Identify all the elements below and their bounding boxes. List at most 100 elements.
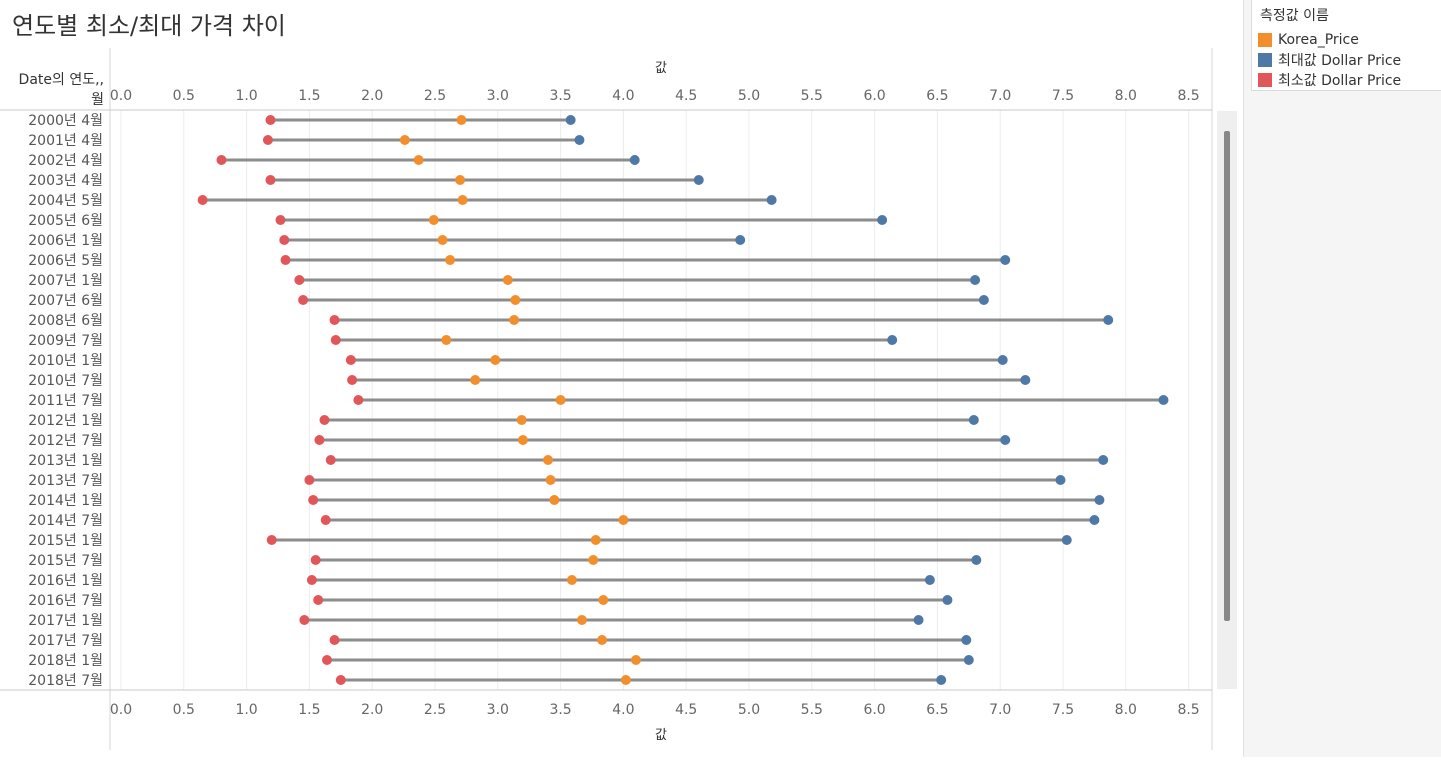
min-dollar-price-point — [298, 295, 309, 305]
row-label: 2008년 6월 — [28, 313, 103, 329]
x-tick-label-top: 6.5 — [926, 88, 948, 104]
legend-item-korea-price[interactable]: Korea_Price — [1258, 31, 1359, 49]
x-tick-label-bottom: 4.5 — [675, 702, 697, 718]
x-tick-label-top: 0.5 — [173, 88, 195, 104]
scroll-thumb[interactable] — [1224, 131, 1230, 621]
x-tick-label-bottom: 7.0 — [989, 702, 1011, 718]
min-dollar-price-point — [353, 395, 364, 405]
row-label: 2011년 7월 — [28, 393, 103, 409]
vertical-scrollbar[interactable] — [1217, 111, 1237, 689]
korea-price-point — [428, 215, 439, 225]
korea-price-point — [549, 495, 560, 505]
min-dollar-price-point — [304, 475, 315, 485]
x-tick-label-bottom: 8.5 — [1177, 702, 1199, 718]
x-tick-label-bottom: 2.0 — [361, 702, 383, 718]
min-dollar-price-point — [266, 535, 277, 545]
min-dollar-price-point — [306, 575, 317, 585]
row-label: 2014년 7월 — [28, 513, 103, 529]
row-label: 2017년 1월 — [28, 613, 103, 629]
x-tick-label-top: 1.0 — [235, 88, 257, 104]
korea-price-point — [516, 415, 527, 425]
max-dollar-price-point — [1000, 435, 1011, 445]
korea-price-point — [456, 115, 467, 125]
row-label: 2018년 1월 — [28, 653, 103, 669]
max-dollar-price-point — [936, 675, 947, 685]
x-tick-label-top: 1.5 — [298, 88, 320, 104]
korea-price-point — [555, 395, 566, 405]
max-dollar-price-point — [924, 575, 935, 585]
legend-swatch-korea — [1258, 33, 1272, 47]
row-label: 2001년 4월 — [28, 133, 103, 149]
korea-price-point — [502, 275, 513, 285]
row-label: 2014년 1월 — [28, 493, 103, 509]
min-dollar-price-point — [216, 155, 227, 165]
side-panel: 측정값 이름 Korea_Price 최대값 Dollar Price 최소값 … — [1243, 0, 1441, 757]
min-dollar-price-point — [262, 135, 273, 145]
korea-price-point — [576, 615, 587, 625]
korea-price-point — [457, 195, 468, 205]
row-label: 2006년 5월 — [28, 253, 103, 269]
max-dollar-price-point — [913, 615, 924, 625]
max-dollar-price-point — [877, 215, 888, 225]
legend-swatch-max — [1258, 53, 1272, 67]
korea-price-point — [517, 435, 528, 445]
dumbbell-chart: 값값0.00.00.50.51.01.01.51.52.02.02.52.53.… — [0, 48, 1213, 750]
row-label: 2012년 7월 — [28, 433, 103, 449]
min-dollar-price-point — [197, 195, 208, 205]
row-label: 2012년 1월 — [28, 413, 103, 429]
min-dollar-price-point — [335, 675, 346, 685]
row-label: 2007년 1월 — [28, 273, 103, 289]
legend-label: 최대값 Dollar Price — [1278, 53, 1402, 69]
x-tick-label-bottom: 0.5 — [173, 702, 195, 718]
korea-price-point — [470, 375, 481, 385]
legend-item-min-dollar-price[interactable]: 최소값 Dollar Price — [1258, 71, 1401, 89]
max-dollar-price-point — [963, 655, 974, 665]
max-dollar-price-point — [961, 635, 972, 645]
korea-price-point — [437, 235, 448, 245]
korea-price-point — [490, 355, 501, 365]
max-dollar-price-point — [942, 595, 953, 605]
legend-label: Korea_Price — [1278, 32, 1359, 48]
max-dollar-price-point — [1103, 315, 1114, 325]
korea-price-point — [509, 315, 520, 325]
max-dollar-price-point — [1158, 395, 1169, 405]
x-tick-label-top: 4.0 — [612, 88, 634, 104]
x-tick-label-top: 2.0 — [361, 88, 383, 104]
row-label: 2004년 5월 — [28, 193, 103, 209]
korea-price-point — [510, 295, 521, 305]
row-label: 2006년 1월 — [28, 233, 103, 249]
x-tick-label-bottom: 1.0 — [235, 702, 257, 718]
row-label: 2009년 7월 — [28, 333, 103, 349]
x-tick-label-bottom: 7.5 — [1052, 702, 1074, 718]
x-tick-label-bottom: 6.5 — [926, 702, 948, 718]
x-tick-label-bottom: 0.0 — [110, 702, 132, 718]
korea-price-point — [441, 335, 452, 345]
row-label: 2003년 4월 — [28, 173, 103, 189]
min-dollar-price-point — [310, 555, 321, 565]
x-tick-label-bottom: 3.5 — [549, 702, 571, 718]
max-dollar-price-point — [971, 555, 982, 565]
min-dollar-price-point — [329, 635, 340, 645]
chart-area: 연도별 최소/최대 가격 차이 값 값 0.0 0.0 0.5 0.5 1.0 1.0 1.5 1… — [0, 12, 1237, 750]
korea-price-point — [597, 635, 608, 645]
max-dollar-price-point — [629, 155, 640, 165]
min-dollar-price-point — [321, 655, 332, 665]
x-tick-label-bottom: 2.5 — [424, 702, 446, 718]
korea-price-point — [413, 155, 424, 165]
min-dollar-price-point — [314, 435, 325, 445]
min-dollar-price-point — [329, 315, 340, 325]
max-dollar-price-point — [968, 415, 979, 425]
max-dollar-price-point — [1055, 475, 1066, 485]
legend-title: 측정값 이름 — [1260, 8, 1329, 24]
x-tick-label-top: 3.0 — [487, 88, 509, 104]
row-label: 2007년 6월 — [28, 293, 103, 309]
x-tick-label-top: 4.5 — [675, 88, 697, 104]
row-label: 2015년 1월 — [28, 533, 103, 549]
min-dollar-price-point — [320, 515, 331, 525]
max-dollar-price-point — [1089, 515, 1100, 525]
max-dollar-price-point — [1020, 375, 1031, 385]
max-dollar-price-point — [766, 195, 777, 205]
max-dollar-price-point — [1094, 495, 1105, 505]
legend-item-max-dollar-price[interactable]: 최대값 Dollar Price — [1258, 51, 1401, 69]
korea-price-point — [545, 475, 556, 485]
